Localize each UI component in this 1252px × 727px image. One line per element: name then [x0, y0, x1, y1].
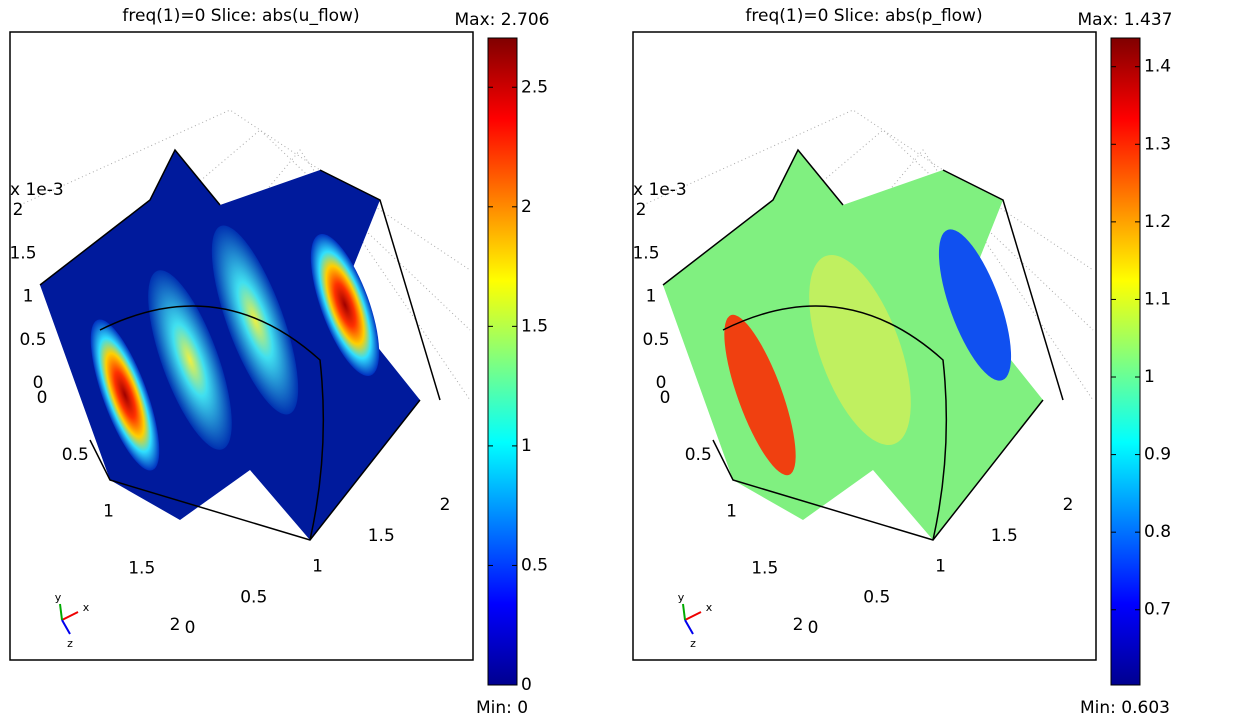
- axis-tick-label: 0.5: [642, 330, 669, 350]
- colorbar-max: Max: 2.706: [455, 10, 550, 30]
- colorbar-tick-label: 1: [1144, 367, 1155, 387]
- axis-tick-label: 1: [312, 557, 323, 577]
- axis-tick-label: 1: [103, 502, 114, 522]
- colorbar-tick-label: 0: [521, 675, 532, 695]
- chart-title: freq(1)=0 Slice: abs(u_flow): [122, 6, 359, 26]
- axis-tick-label: 0.5: [62, 445, 89, 465]
- axis-tick-label: 0: [37, 388, 48, 408]
- axis-tick-label: 0.5: [240, 587, 267, 607]
- axis-tick-label: 2: [13, 200, 24, 220]
- colorbar-tick-label: 2.5: [521, 77, 548, 97]
- axis-tick-label: 1: [646, 287, 657, 307]
- colorbar-tick-label: 1.5: [521, 316, 548, 336]
- axis-tick-label: 0: [33, 373, 44, 393]
- chart-title: freq(1)=0 Slice: abs(p_flow): [745, 6, 982, 26]
- triad-label: x: [706, 601, 713, 614]
- axis-tick-label: 1: [935, 557, 946, 577]
- colorbar-tick-label: 0.5: [521, 555, 548, 575]
- plot-panel: [9, 31, 474, 661]
- triad-label: y: [678, 591, 685, 604]
- axis-tick-label: 0: [185, 618, 196, 638]
- axis-tick-label: 2: [170, 615, 181, 635]
- colorbar-tick-label: 1.1: [1144, 289, 1171, 309]
- axis-tick-label: 0: [660, 388, 671, 408]
- colorbar-min: Min: 0: [476, 698, 528, 718]
- triad-axis: [59, 603, 63, 621]
- colorbar-tick-label: 0.7: [1144, 600, 1171, 620]
- axis-tick-label: 2: [440, 495, 451, 515]
- colorbar-tick-label: 2: [521, 197, 532, 217]
- triad-axis: [684, 619, 694, 635]
- axis-tick-label: 1.5: [751, 558, 778, 578]
- axis-tick-label: 1.5: [368, 526, 395, 546]
- colorbar-max: Max: 1.437: [1078, 10, 1173, 30]
- axis-tick-label: 0: [808, 618, 819, 638]
- triad-axis: [61, 611, 79, 621]
- axis-exponent: x 1e-3: [633, 180, 687, 200]
- axis-exponent: x 1e-3: [10, 180, 64, 200]
- axis-tick-label: 1.5: [991, 526, 1018, 546]
- plot-panel: [632, 31, 1097, 661]
- axis-tick-label: 0.5: [863, 587, 890, 607]
- axis-tick-label: 1.5: [9, 243, 36, 263]
- axis-tick-label: 2: [793, 615, 804, 635]
- triad-axis: [682, 603, 686, 621]
- colorbar-tick-label: 0.8: [1144, 522, 1171, 542]
- triad-label: z: [67, 637, 73, 650]
- axis-tick-label: 0.5: [19, 330, 46, 350]
- colorbar-min: Min: 0.603: [1080, 698, 1170, 718]
- axis-tick-label: 1.5: [128, 558, 155, 578]
- colorbar-tick-label: 1.2: [1144, 212, 1171, 232]
- axis-tick-label: 0.5: [685, 445, 712, 465]
- colorbar: [487, 37, 518, 686]
- axis-tick-label: 2: [1063, 495, 1074, 515]
- colorbar-tick-label: 1.4: [1144, 57, 1171, 77]
- axis-tick-label: 0: [656, 373, 667, 393]
- triad-label: x: [83, 601, 90, 614]
- axis-tick-label: 1: [23, 287, 34, 307]
- axis-tick-label: 1: [726, 502, 737, 522]
- triad-axis: [684, 611, 702, 621]
- triad-label: y: [55, 591, 62, 604]
- colorbar: [1110, 37, 1141, 686]
- triad-axis: [61, 619, 71, 635]
- triad-label: z: [690, 637, 696, 650]
- colorbar-tick-label: 1: [521, 436, 532, 456]
- axis-tick-label: 2: [636, 200, 647, 220]
- colorbar-tick-label: 0.9: [1144, 445, 1171, 465]
- colorbar-tick-label: 1.3: [1144, 134, 1171, 154]
- axis-tick-label: 1.5: [632, 243, 659, 263]
